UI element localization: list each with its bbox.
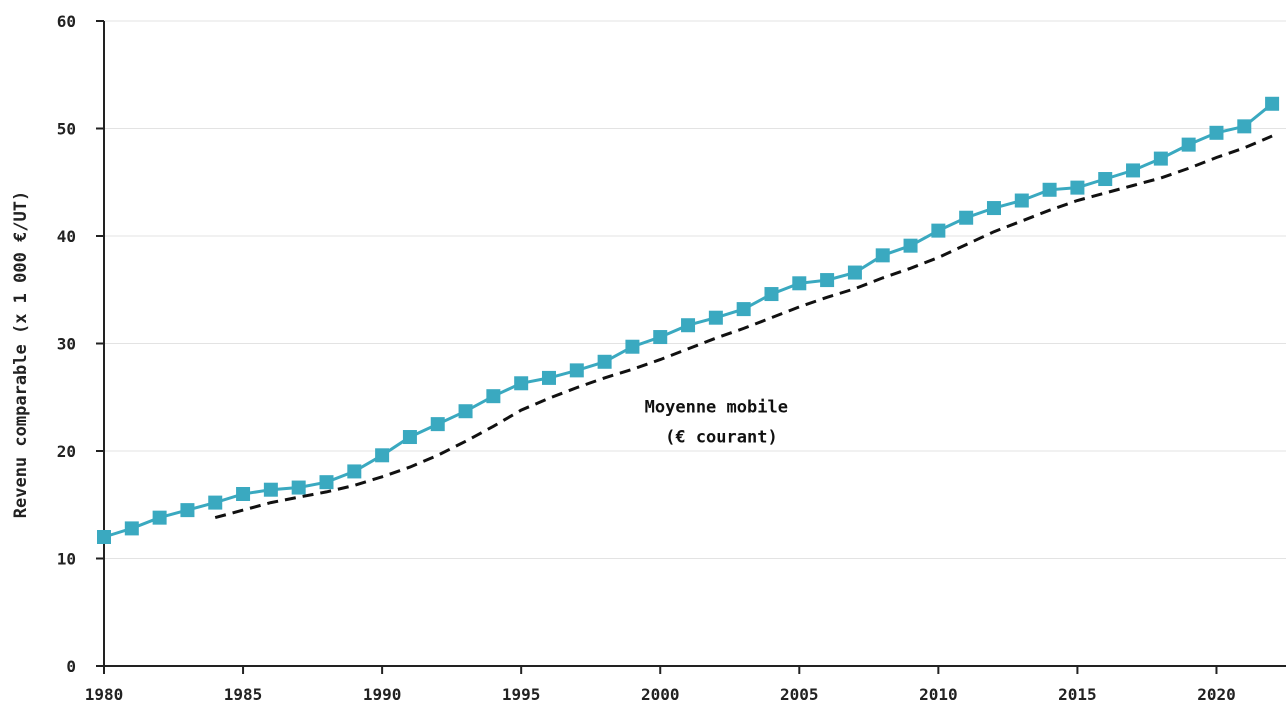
income-point — [402, 430, 417, 445]
series-layer — [97, 96, 1280, 544]
income-point — [820, 273, 835, 288]
x-tick-label: 2020 — [1197, 685, 1236, 704]
x-tick-label: 2000 — [641, 685, 680, 704]
income-point — [736, 302, 751, 317]
income-point — [764, 287, 779, 302]
income-point — [486, 389, 501, 404]
x-tick-label: 2010 — [919, 685, 958, 704]
income-point — [597, 354, 612, 369]
y-tick-label: 20 — [57, 442, 76, 461]
y-tick-label: 10 — [57, 550, 76, 569]
income-point — [430, 417, 445, 432]
income-point — [97, 530, 111, 544]
y-axis-title: Revenu comparable (x 1 000 €/UT) — [11, 191, 31, 519]
income-point — [347, 464, 362, 479]
income-point — [1014, 193, 1029, 208]
x-axis-ticks: 1980 1985 1990 1995 2000 2005 2010 2015 2020 — [85, 666, 1236, 704]
y-tick-label: 40 — [57, 227, 76, 246]
income-point — [180, 503, 195, 518]
grid-lines — [104, 20, 1286, 559]
income-point — [458, 404, 473, 419]
income-point — [1181, 137, 1196, 152]
income-point — [1265, 96, 1280, 111]
income-point — [1237, 119, 1252, 134]
income-point — [152, 510, 167, 525]
income-point — [514, 376, 529, 391]
income-point — [319, 475, 334, 490]
income-point — [708, 310, 723, 325]
y-tick-label: 50 — [57, 120, 76, 139]
income-point — [1126, 163, 1141, 178]
income-point — [681, 318, 696, 333]
income-point — [375, 448, 390, 463]
income-point — [847, 265, 862, 280]
income-point — [653, 330, 668, 345]
income-point — [208, 495, 223, 510]
y-tick-label: 60 — [57, 12, 76, 31]
y-tick-label: 0 — [66, 657, 76, 676]
x-tick-label: 2005 — [780, 685, 819, 704]
annotation-line-2: (€ courant) — [665, 427, 778, 447]
income-point — [959, 210, 974, 225]
income-point — [625, 339, 640, 354]
income-point — [291, 480, 306, 495]
income-point — [903, 238, 918, 253]
income-point — [124, 521, 139, 536]
income-point — [541, 370, 556, 385]
income-point — [986, 201, 1001, 216]
x-tick-label: 1995 — [502, 685, 541, 704]
income-point — [1209, 125, 1224, 140]
income-point — [1153, 151, 1168, 166]
x-tick-label: 2015 — [1058, 685, 1097, 704]
x-tick-label: 1990 — [363, 685, 402, 704]
income-point — [263, 482, 278, 497]
income-point — [792, 276, 807, 291]
income-point — [875, 248, 890, 263]
income-point — [1098, 172, 1113, 187]
moving-average-annotation: Moyenne mobile (€ courant) — [645, 397, 799, 447]
income-point — [1070, 180, 1085, 195]
income-point — [236, 487, 251, 501]
income-point — [931, 223, 946, 238]
y-tick-label: 30 — [57, 335, 76, 354]
y-axis-ticks: 0 10 20 30 40 50 60 — [57, 12, 104, 676]
x-tick-label: 1980 — [85, 685, 124, 704]
income-point — [569, 363, 584, 378]
moving-average-line — [214, 134, 1273, 520]
x-tick-label: 1985 — [224, 685, 263, 704]
income-point — [1042, 182, 1057, 197]
annotation-line-1: Moyenne mobile — [645, 397, 788, 417]
